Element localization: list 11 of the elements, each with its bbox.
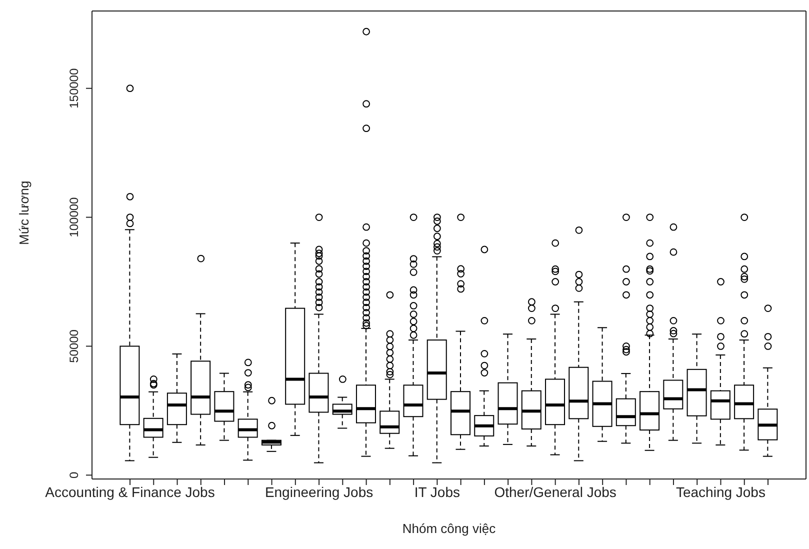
x-tick-label: Other/General Jobs: [494, 484, 616, 500]
y-axis-title: Mức lương: [16, 180, 32, 245]
y-tick-label: 50000: [67, 329, 81, 363]
x-tick-label: Teaching Jobs: [676, 484, 766, 500]
x-tick-label: Accounting & Finance Jobs: [45, 484, 215, 500]
x-tick-label: Engineering Jobs: [264, 484, 374, 500]
y-tick-label: 150000: [67, 68, 81, 108]
y-tick-label: 100000: [67, 196, 81, 238]
x-axis-title: Nhóm công việc: [402, 521, 496, 536]
y-tick-label: 0: [67, 471, 81, 478]
x-tick-label: IT Jobs: [414, 484, 460, 500]
